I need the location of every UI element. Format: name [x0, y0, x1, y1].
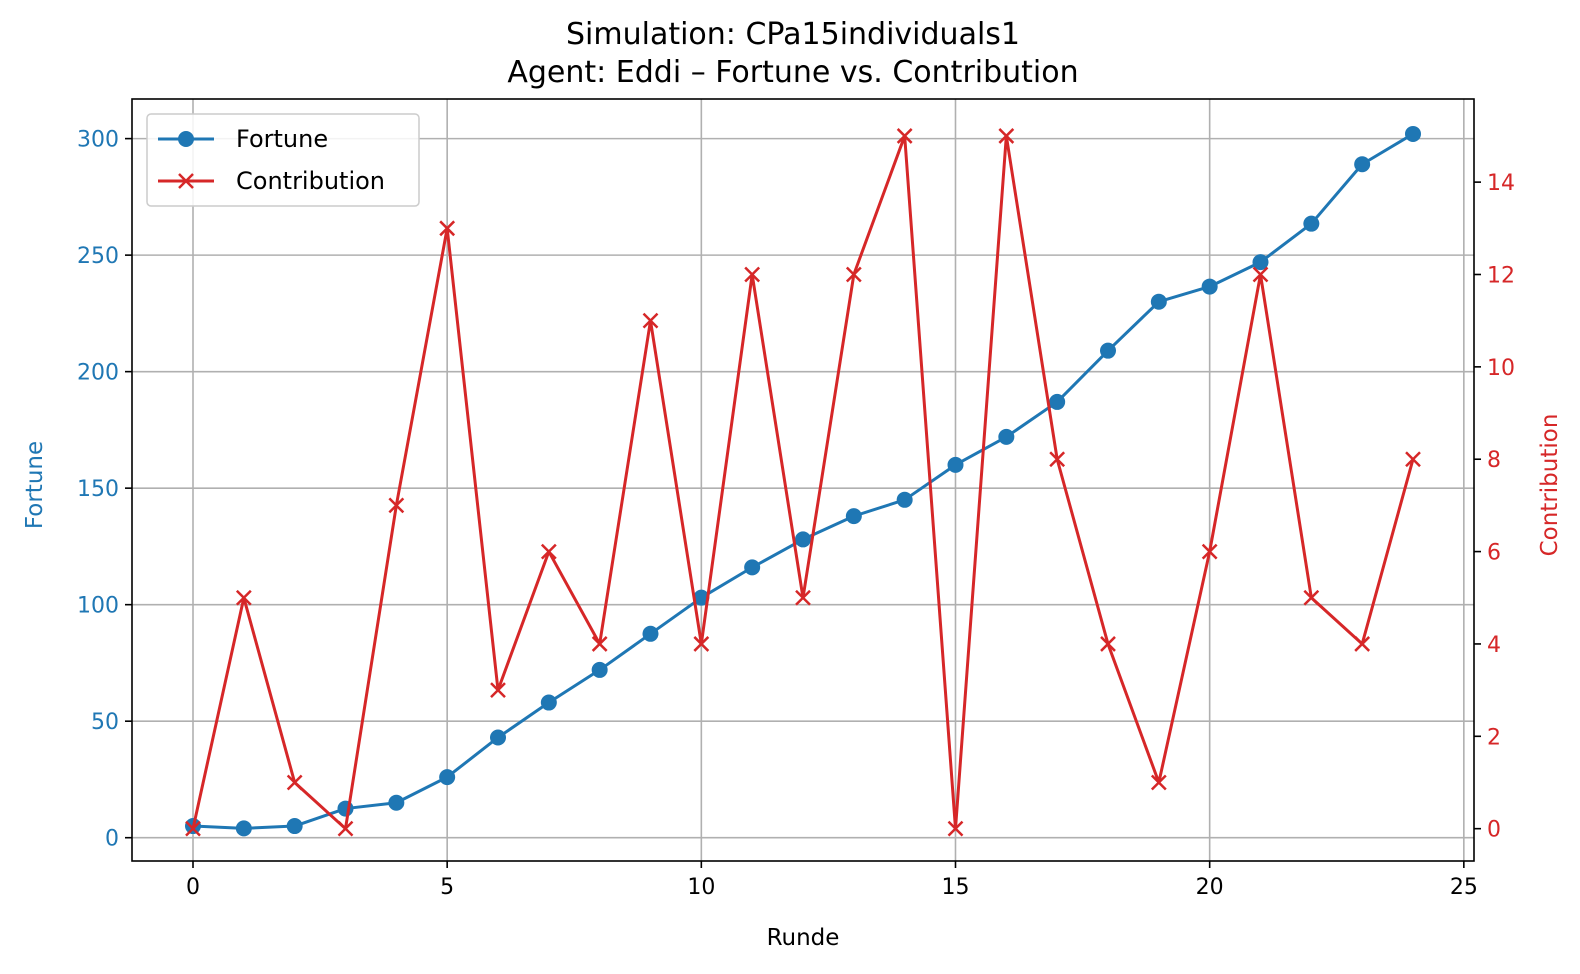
contribution-point [693, 636, 710, 652]
fortune-point [1405, 125, 1421, 142]
fortune-point [1049, 393, 1066, 410]
contribution-point [642, 312, 659, 329]
legend-fortune-label: Fortune [236, 125, 328, 153]
contribution-point [337, 820, 354, 837]
legend-contribution-marker [178, 173, 194, 189]
contribution-point [1303, 589, 1320, 606]
fortune-point [795, 531, 811, 548]
fortune-point [1100, 342, 1116, 359]
contribution-line [191, 134, 1415, 831]
fortune-point [490, 729, 506, 746]
fortune-point [744, 559, 761, 576]
fortune-point [642, 625, 659, 642]
fortune-point [693, 589, 710, 606]
grid [132, 99, 1474, 861]
y-axis-label-right: Contribution [1537, 414, 1563, 557]
legend-fortune-marker [178, 131, 194, 147]
fortune-point [540, 694, 557, 711]
contribution-point [1049, 451, 1066, 468]
contribution-point [1405, 451, 1421, 468]
contribution-point [795, 589, 811, 606]
contribution-point [490, 682, 506, 699]
contribution-point [591, 636, 608, 652]
y-tick-label-right: 4 [1487, 633, 1501, 658]
fortune-point [591, 661, 608, 678]
y-tick-label-left: 0 [105, 827, 119, 852]
contribution-point [1150, 774, 1167, 791]
x-tick-label: 25 [1450, 875, 1478, 900]
chart-title-line1: Simulation: CPa15individuals1 [566, 17, 1020, 52]
fortune-point [1303, 215, 1320, 232]
contribution-point [286, 774, 303, 791]
fortune-point [1252, 254, 1269, 271]
chart-title-line2: Agent: Eddi – Fortune vs. Contribution [507, 55, 1078, 90]
x-tick-label: 15 [942, 875, 970, 900]
fortune-point [439, 769, 456, 786]
legend: Fortune Contribution [146, 113, 420, 207]
fortune-point [845, 508, 862, 525]
fortune-point [896, 491, 913, 508]
fortune-point [235, 820, 252, 837]
contribution-point [744, 266, 761, 283]
y-tick-label-left: 300 [77, 128, 119, 153]
fortune-point [1201, 278, 1218, 295]
y-tick-label-right: 2 [1487, 725, 1501, 750]
x-axis-label: Runde [767, 925, 840, 951]
fortune-point [998, 428, 1015, 445]
y-tick-label-left: 50 [91, 710, 119, 735]
fortune-point [286, 818, 303, 835]
fortune-line [192, 132, 1414, 830]
contribution-point [439, 220, 456, 237]
contribution-point [185, 820, 201, 837]
contribution-point [235, 589, 252, 606]
y-tick-label-left: 150 [77, 477, 119, 502]
fortune-point [1354, 156, 1371, 173]
y-tick-label-left: 250 [77, 244, 119, 269]
y-tick-label-right: 0 [1487, 818, 1501, 843]
contribution-point [896, 128, 913, 144]
contribution-point [1252, 266, 1269, 283]
fortune-point [1150, 293, 1167, 310]
contribution-point [1354, 636, 1371, 652]
plot-frame [131, 98, 1475, 862]
x-tick-label: 20 [1196, 875, 1224, 900]
series-layer [185, 125, 1421, 837]
y-axis-label-left: Fortune [22, 441, 48, 529]
y-tick-label-right: 14 [1487, 171, 1515, 196]
fortune-point [337, 800, 354, 817]
contribution-point [540, 543, 557, 560]
y-tick-label-right: 12 [1487, 263, 1515, 288]
contribution-point [1201, 543, 1218, 560]
x-tick-label: 0 [186, 875, 200, 900]
contribution-point [845, 266, 862, 283]
fortune-point [947, 456, 964, 473]
legend-contribution-label: Contribution [236, 167, 385, 195]
x-tick-label: 10 [687, 875, 715, 900]
y-tick-label-right: 10 [1487, 356, 1515, 381]
contribution-point [947, 820, 964, 837]
contribution-point [388, 497, 405, 514]
x-tick-label: 5 [440, 875, 454, 900]
contribution-point [1100, 636, 1116, 652]
fortune-point [388, 794, 405, 811]
y-tick-label-left: 100 [77, 594, 119, 619]
legend-box [146, 113, 420, 207]
y-tick-label-left: 200 [77, 361, 119, 386]
y-tick-label-right: 8 [1487, 448, 1501, 473]
y-tick-label-right: 6 [1487, 541, 1501, 566]
contribution-point [998, 128, 1015, 144]
